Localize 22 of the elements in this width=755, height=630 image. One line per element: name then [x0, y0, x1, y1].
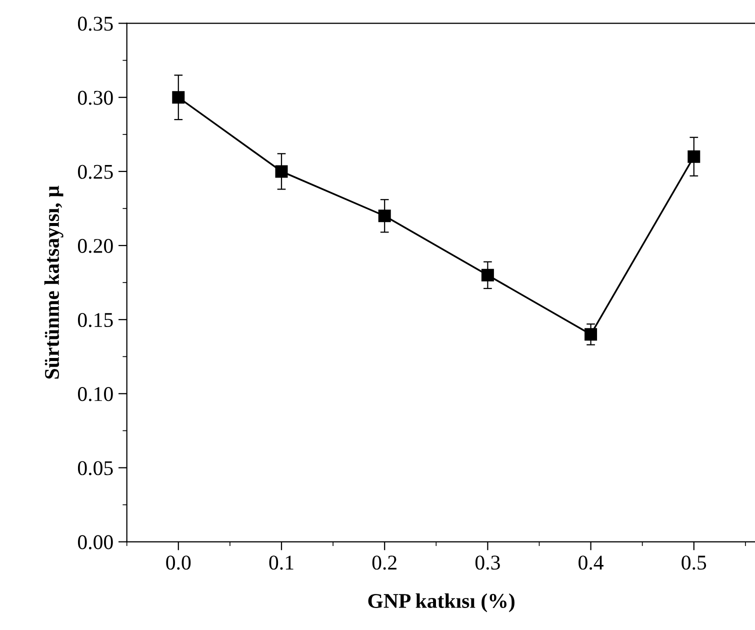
y-tick-label: 0.20	[78, 238, 113, 254]
y-tick-label: 0.30	[78, 90, 113, 105]
x-tick-label: 0.1	[269, 556, 294, 570]
y-tick-label: 0.35	[78, 16, 113, 31]
point	[172, 91, 185, 104]
x-tick-label: 0.3	[475, 556, 500, 570]
y-axis-title: Sürtünme katsayısı, µ	[44, 186, 64, 379]
point	[481, 268, 494, 282]
x-tick-label: 0.5	[682, 556, 706, 570]
point	[584, 328, 598, 341]
y-tick-label: 0.25	[78, 164, 113, 179]
y-tick-label: 0.00	[78, 535, 113, 550]
y-tick-label: 0.15	[78, 312, 113, 328]
point	[378, 210, 391, 222]
x-tick-label: 0.2	[372, 556, 396, 570]
x-tick-label: 0.4	[578, 556, 604, 570]
y-tick-label: 0.10	[78, 387, 113, 402]
x-tick-label: 0.0	[166, 556, 191, 570]
x-axis-title: GNP katkısı (%)	[368, 593, 514, 612]
y-tick-label: 0.05	[78, 461, 113, 476]
point	[275, 165, 288, 178]
point	[688, 150, 700, 163]
